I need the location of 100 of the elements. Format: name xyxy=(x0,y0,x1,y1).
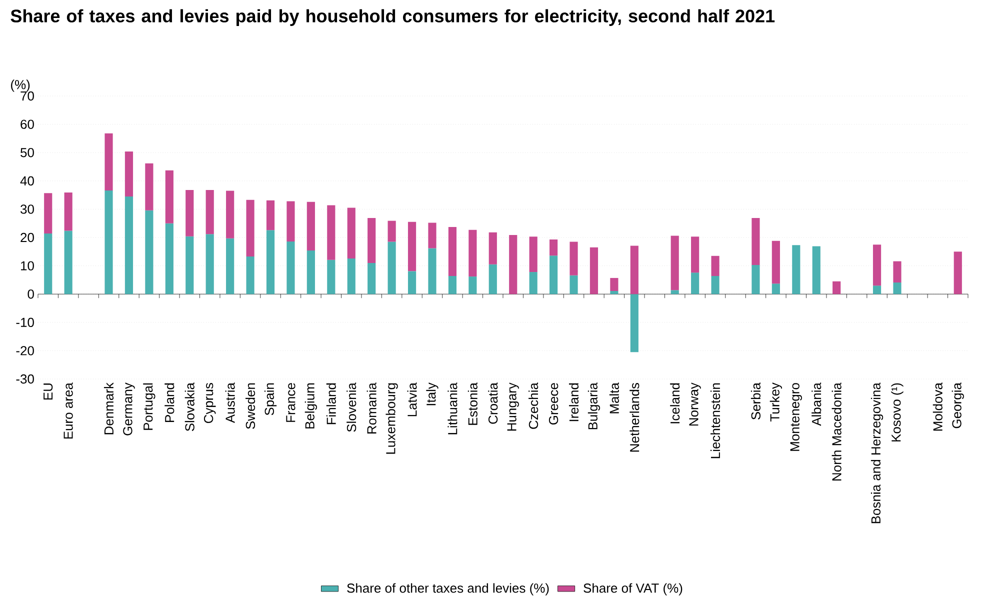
bar xyxy=(124,151,134,196)
x-tick-label: Ireland xyxy=(568,383,579,422)
bar xyxy=(832,281,841,294)
bar xyxy=(610,290,618,294)
legend-label: Share of other taxes and levies (%) xyxy=(347,583,549,596)
y-tick-label: 20 xyxy=(20,232,34,242)
bar xyxy=(388,220,396,242)
bar xyxy=(306,202,315,251)
x-tick-label: Portugal xyxy=(143,383,156,430)
chart-title: Share of taxes and levies paid by household consumers for electricity, second half 2021 xyxy=(10,9,775,26)
bar xyxy=(347,208,356,258)
bar xyxy=(448,227,456,276)
x-tick-label: EU xyxy=(44,384,53,400)
bar xyxy=(286,201,295,242)
bar xyxy=(550,239,558,256)
x-tick-label: Lithuania xyxy=(448,382,458,434)
bar xyxy=(448,276,456,294)
bar xyxy=(590,247,598,294)
bar xyxy=(347,258,356,294)
x-tick-label: Sweden xyxy=(246,383,256,429)
x-tick-label: Latvia xyxy=(407,382,417,416)
bar xyxy=(428,222,436,248)
y-tick-label: 30 xyxy=(20,204,34,214)
bar xyxy=(954,252,962,294)
bar xyxy=(165,170,174,224)
bar xyxy=(206,234,214,294)
x-tick-label: Moldova xyxy=(932,382,942,431)
x-tick-label: Kosovo (¹) xyxy=(891,383,904,442)
bar xyxy=(44,234,52,294)
bar xyxy=(630,246,638,294)
x-tick-label: Malta xyxy=(609,382,619,414)
bar xyxy=(124,196,134,294)
x-tick-label: France xyxy=(286,383,296,422)
x-tick-label: Netherlands xyxy=(630,383,640,452)
bar xyxy=(64,230,72,294)
bar xyxy=(428,248,436,294)
bar xyxy=(327,260,336,294)
bar xyxy=(772,240,780,284)
x-tick-label: Spain xyxy=(264,383,277,416)
x-tick-label: Denmark xyxy=(104,382,114,434)
bar xyxy=(246,256,254,294)
x-tick-label: Croatia xyxy=(488,382,498,424)
bar xyxy=(246,200,254,256)
bar xyxy=(752,264,760,294)
bar xyxy=(145,163,154,210)
x-tick-label: Austria xyxy=(225,382,235,423)
bar xyxy=(145,210,154,294)
bar xyxy=(468,276,477,294)
x-tick-label: Slovenia xyxy=(346,382,356,432)
x-tick-label: Hungary xyxy=(507,382,519,431)
x-tick-label: Finland xyxy=(326,383,336,424)
bar xyxy=(893,261,902,282)
x-tick-label: Liechtenstein xyxy=(710,383,720,458)
bar xyxy=(286,241,295,294)
y-tick-label: -10 xyxy=(16,318,34,327)
y-tick-label: 0 xyxy=(28,289,34,299)
x-tick-label: Greece xyxy=(548,383,558,425)
legend-label: Share of VAT (%) xyxy=(584,583,682,596)
x-tick-label: Czechia xyxy=(528,382,538,429)
x-tick-label: Bosnia and Herzegovina xyxy=(870,382,884,524)
x-tick-label: Italy xyxy=(426,382,438,406)
bar xyxy=(509,234,518,294)
bar xyxy=(64,192,72,231)
bar xyxy=(610,278,618,291)
bar xyxy=(711,256,720,276)
x-tick-label: Estonia xyxy=(468,382,478,425)
bar xyxy=(368,218,376,263)
y-tick-label: -20 xyxy=(16,346,34,356)
bar xyxy=(488,264,497,294)
bar xyxy=(206,190,214,234)
y-tick-label: -30 xyxy=(16,374,34,384)
x-tick-label: Slovakia xyxy=(184,382,194,432)
y-tick-label: 10 xyxy=(20,261,34,270)
bar xyxy=(468,230,477,277)
bar xyxy=(368,262,376,294)
y-tick-label: 60 xyxy=(20,120,34,129)
x-tick-label: Belgium xyxy=(304,383,317,428)
x-tick-label: Cyprus xyxy=(204,383,216,424)
bar xyxy=(165,223,174,294)
x-tick-label: Serbia xyxy=(750,382,760,420)
x-tick-label: Georgia xyxy=(952,382,964,428)
x-tick-label: Iceland xyxy=(670,383,680,424)
bar xyxy=(872,286,882,294)
bar xyxy=(104,190,113,294)
x-tick-label: North Macedonia xyxy=(832,382,842,480)
x-tick-label: Romania xyxy=(366,382,376,434)
x-tick-label: Montenegro xyxy=(790,383,802,451)
bar xyxy=(893,282,902,294)
bar xyxy=(772,284,780,294)
x-tick-label: Norway xyxy=(689,382,701,426)
x-tick-label: Luxembourg xyxy=(386,383,398,454)
x-tick-label: Germany xyxy=(123,382,135,436)
bar xyxy=(670,290,679,294)
bar xyxy=(226,190,234,238)
bar xyxy=(691,272,700,294)
bar xyxy=(408,222,416,272)
bar xyxy=(186,190,194,236)
bar xyxy=(691,236,700,273)
bar xyxy=(752,218,760,265)
y-tick-label: 70 xyxy=(20,91,34,101)
